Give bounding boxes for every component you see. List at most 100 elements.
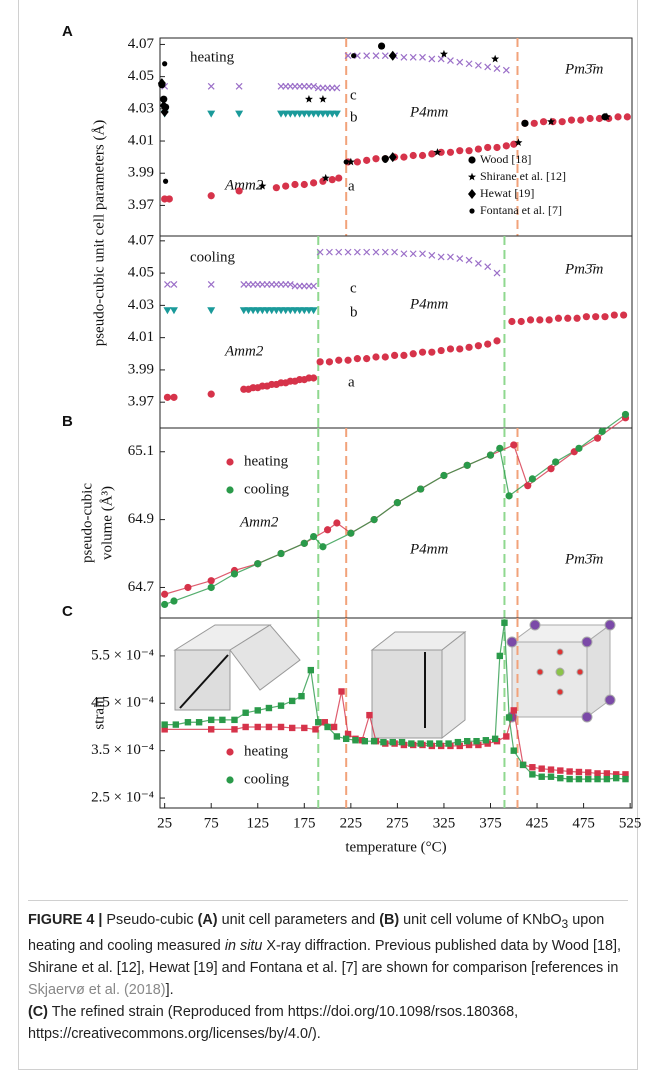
marker — [207, 390, 215, 398]
caption-sub: 3 — [561, 916, 569, 931]
legend-label: heating — [244, 453, 289, 469]
marker — [161, 726, 168, 733]
atom — [536, 668, 544, 676]
marker — [343, 159, 349, 165]
annotation: b — [350, 304, 358, 320]
marker — [235, 82, 243, 90]
x-tick-label: 25 — [157, 815, 172, 831]
marker — [381, 353, 389, 361]
marker — [468, 189, 476, 199]
panel-letter: C — [62, 603, 73, 620]
marker — [474, 61, 482, 69]
marker — [288, 697, 296, 705]
marker — [614, 113, 622, 121]
caption-text: unit cell volume of KNbO — [403, 912, 562, 928]
marker — [530, 119, 538, 127]
marker — [346, 157, 355, 166]
inset-arrow — [179, 654, 229, 709]
marker — [195, 719, 203, 726]
annotation: heating — [190, 49, 235, 65]
marker — [474, 145, 482, 153]
marker — [524, 482, 532, 490]
marker — [254, 707, 261, 714]
marker — [496, 444, 504, 452]
marker — [333, 733, 341, 740]
marker — [219, 716, 226, 724]
marker — [612, 771, 620, 778]
x-tick-label: 375 — [479, 815, 502, 831]
marker — [163, 393, 172, 401]
atom — [604, 619, 616, 631]
marker — [352, 737, 359, 744]
legend-label: heating — [244, 743, 289, 759]
marker — [519, 761, 527, 769]
marker — [272, 184, 280, 192]
annotation: Pm3̄m — [564, 261, 603, 277]
marker — [161, 590, 169, 598]
marker — [291, 180, 299, 189]
marker — [474, 260, 482, 267]
marker — [380, 738, 387, 746]
marker — [491, 54, 500, 63]
marker — [620, 311, 628, 319]
marker — [465, 147, 473, 155]
marker — [510, 707, 517, 714]
caption-text: unit cell parameters and — [221, 912, 376, 928]
marker — [310, 82, 318, 90]
marker — [235, 187, 243, 195]
marker — [433, 148, 442, 156]
caption-ref: (C) — [28, 1003, 48, 1020]
atom — [576, 668, 584, 676]
marker — [363, 52, 371, 60]
marker — [372, 52, 380, 60]
y-tick-label: 3.5 × 10⁻⁴ — [91, 742, 154, 758]
marker — [557, 767, 564, 774]
marker — [323, 526, 332, 534]
atom — [556, 688, 564, 696]
marker — [400, 153, 408, 161]
marker — [231, 716, 238, 724]
marker — [361, 737, 369, 745]
marker — [575, 768, 583, 776]
marker — [539, 118, 548, 126]
marker — [310, 179, 318, 187]
figure: 3.97 3.99 4.01 4.03 4.05 4.07 Wood [18] Shirane… — [62, 23, 641, 855]
marker — [417, 740, 424, 747]
y-tick-label: 64.9 — [128, 511, 154, 527]
marker — [316, 358, 324, 366]
caption-link[interactable]: Skjaervø et al. (2018) — [28, 981, 166, 998]
marker — [446, 345, 455, 353]
marker — [400, 250, 408, 258]
marker — [409, 250, 417, 258]
marker — [330, 723, 338, 731]
marker — [475, 741, 482, 749]
annotation: Amm2 — [239, 514, 279, 530]
marker — [428, 150, 436, 158]
marker — [231, 726, 238, 733]
marker — [547, 465, 555, 473]
marker — [585, 769, 592, 776]
marker — [162, 61, 168, 67]
marker — [510, 747, 517, 754]
marker — [598, 427, 606, 435]
marker — [419, 53, 426, 61]
inset-face — [229, 624, 301, 691]
marker — [468, 156, 476, 164]
marker — [419, 250, 426, 258]
marker — [161, 600, 169, 609]
marker — [503, 733, 510, 740]
marker — [456, 255, 464, 263]
marker — [502, 66, 510, 74]
marker — [493, 337, 501, 345]
marker — [409, 53, 417, 61]
y-tick-label: 4.5 × 10⁻⁴ — [91, 695, 154, 711]
marker — [573, 314, 581, 322]
marker — [474, 342, 482, 350]
marker — [426, 740, 434, 747]
marker — [586, 114, 594, 123]
y-tick-label: 3.99 — [128, 165, 154, 181]
marker — [575, 775, 583, 783]
marker — [335, 356, 343, 364]
caption-italic: in situ — [224, 937, 263, 954]
marker — [353, 52, 361, 60]
